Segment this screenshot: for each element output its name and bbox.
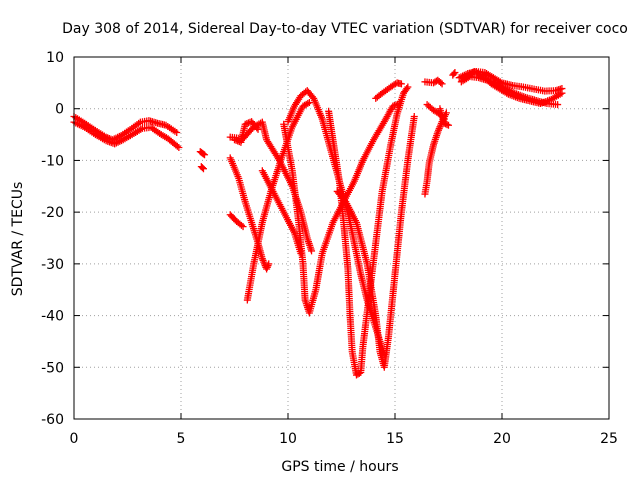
y-tick-label: -50 bbox=[41, 360, 64, 376]
data-point bbox=[173, 129, 181, 137]
y-tick-label: -10 bbox=[41, 153, 64, 169]
data-point bbox=[175, 144, 183, 151]
chart-title: Day 308 of 2014, Sidereal Day-to-day VTE… bbox=[62, 21, 628, 37]
data-points-layer bbox=[70, 67, 566, 379]
data-point bbox=[355, 369, 363, 377]
data-point bbox=[199, 165, 207, 173]
data-point bbox=[254, 125, 262, 133]
x-tick-label: 5 bbox=[177, 431, 186, 447]
data-point bbox=[437, 79, 445, 87]
data-point bbox=[199, 150, 207, 158]
series-arc-16-top bbox=[421, 76, 446, 88]
series-arc-early-b bbox=[70, 118, 183, 151]
data-point bbox=[253, 124, 261, 132]
series-arc-14-upper bbox=[372, 79, 405, 102]
series-arc-12-dip bbox=[325, 83, 412, 379]
data-point bbox=[403, 85, 411, 93]
data-point bbox=[451, 69, 459, 77]
x-tick-label: 15 bbox=[386, 431, 404, 447]
y-tick-label: -20 bbox=[41, 205, 64, 221]
data-point bbox=[404, 83, 412, 91]
data-point bbox=[443, 121, 451, 129]
series-arc-18-c bbox=[459, 67, 566, 108]
data-point bbox=[308, 247, 316, 255]
data-point bbox=[445, 121, 452, 129]
series-arc-7-a bbox=[226, 211, 247, 231]
series-arc-13-dip bbox=[333, 112, 418, 371]
y-tick-label: 10 bbox=[46, 50, 64, 66]
data-point bbox=[198, 164, 206, 172]
series-blip-6b bbox=[197, 163, 207, 173]
data-point bbox=[305, 99, 313, 107]
ticks-layer bbox=[73, 56, 610, 420]
series-cluster-17 bbox=[449, 69, 459, 79]
x-tick-label: 10 bbox=[279, 431, 297, 447]
tick-labels-layer: 0 5 10 15 20 25 10 0 -10 -20 -30 -40 -50 -60 bbox=[41, 50, 618, 447]
data-point bbox=[410, 112, 418, 120]
series-arc-7-b bbox=[226, 154, 273, 273]
data-point bbox=[237, 221, 245, 229]
data-point bbox=[450, 70, 458, 78]
y-tick-label: -40 bbox=[41, 309, 64, 325]
data-point bbox=[554, 101, 562, 109]
series-arc-8-a bbox=[231, 118, 262, 146]
y-axis-label: SDTVAR / TECUs bbox=[10, 182, 26, 297]
series-blip-17 bbox=[436, 105, 452, 129]
data-point bbox=[201, 151, 209, 159]
data-point bbox=[265, 260, 273, 268]
x-axis-label: GPS time / hours bbox=[281, 459, 398, 475]
data-point bbox=[173, 142, 181, 150]
grid-layer bbox=[74, 57, 609, 419]
data-point bbox=[239, 223, 247, 231]
x-tick-label: 25 bbox=[600, 431, 618, 447]
series-blip-6a bbox=[196, 148, 209, 159]
data-point bbox=[304, 99, 312, 107]
y-tick-label: -60 bbox=[41, 412, 64, 428]
plot-frame bbox=[73, 56, 610, 420]
y-tick-label: -30 bbox=[41, 257, 64, 273]
x-tick-label: 20 bbox=[493, 431, 511, 447]
data-point bbox=[438, 80, 446, 88]
y-tick-label: 0 bbox=[55, 102, 64, 118]
data-point bbox=[397, 80, 405, 88]
data-point bbox=[558, 89, 566, 97]
x-tick-label: 0 bbox=[70, 431, 79, 447]
series-arc-8-down-up bbox=[243, 99, 313, 304]
